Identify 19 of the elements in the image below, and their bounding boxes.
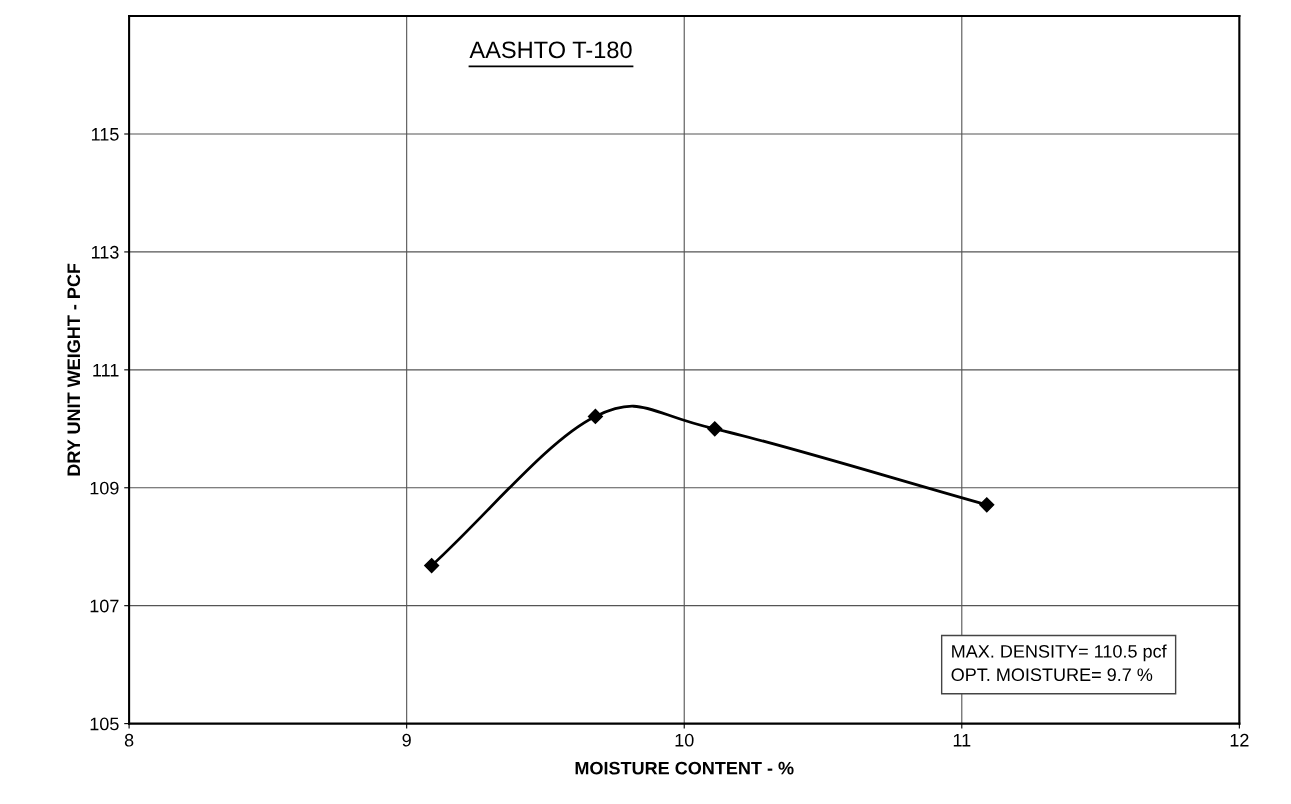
x-tick-label: 9: [402, 733, 411, 747]
point: [424, 558, 440, 574]
y-tick-label: 107: [90, 599, 119, 613]
text: AASHTO T-180: [469, 41, 632, 59]
x-tick-label: 12: [1230, 733, 1249, 747]
point: [707, 421, 723, 437]
y-tick-label: 109: [90, 481, 119, 495]
y-tick-label: 115: [91, 128, 119, 141]
y-tick-label: 105: [90, 717, 119, 731]
x-tick-label: 8: [124, 733, 134, 747]
x-tick-label: 11: [953, 733, 971, 747]
annotation: MAX. DENSITY= 110.5 pcf OPT. MOISTURE= 9.7 %: [951, 644, 1167, 682]
y-tick-label: 111: [93, 363, 119, 377]
point: [979, 497, 995, 513]
y-axis-title: DRY UNIT WEIGHT - PCF: [67, 263, 81, 476]
point: [587, 408, 603, 424]
y-tick-label: 113: [91, 245, 119, 259]
x-tick-label: 10: [675, 733, 694, 747]
x-axis-title: MOISTURE CONTENT - %: [575, 761, 794, 775]
